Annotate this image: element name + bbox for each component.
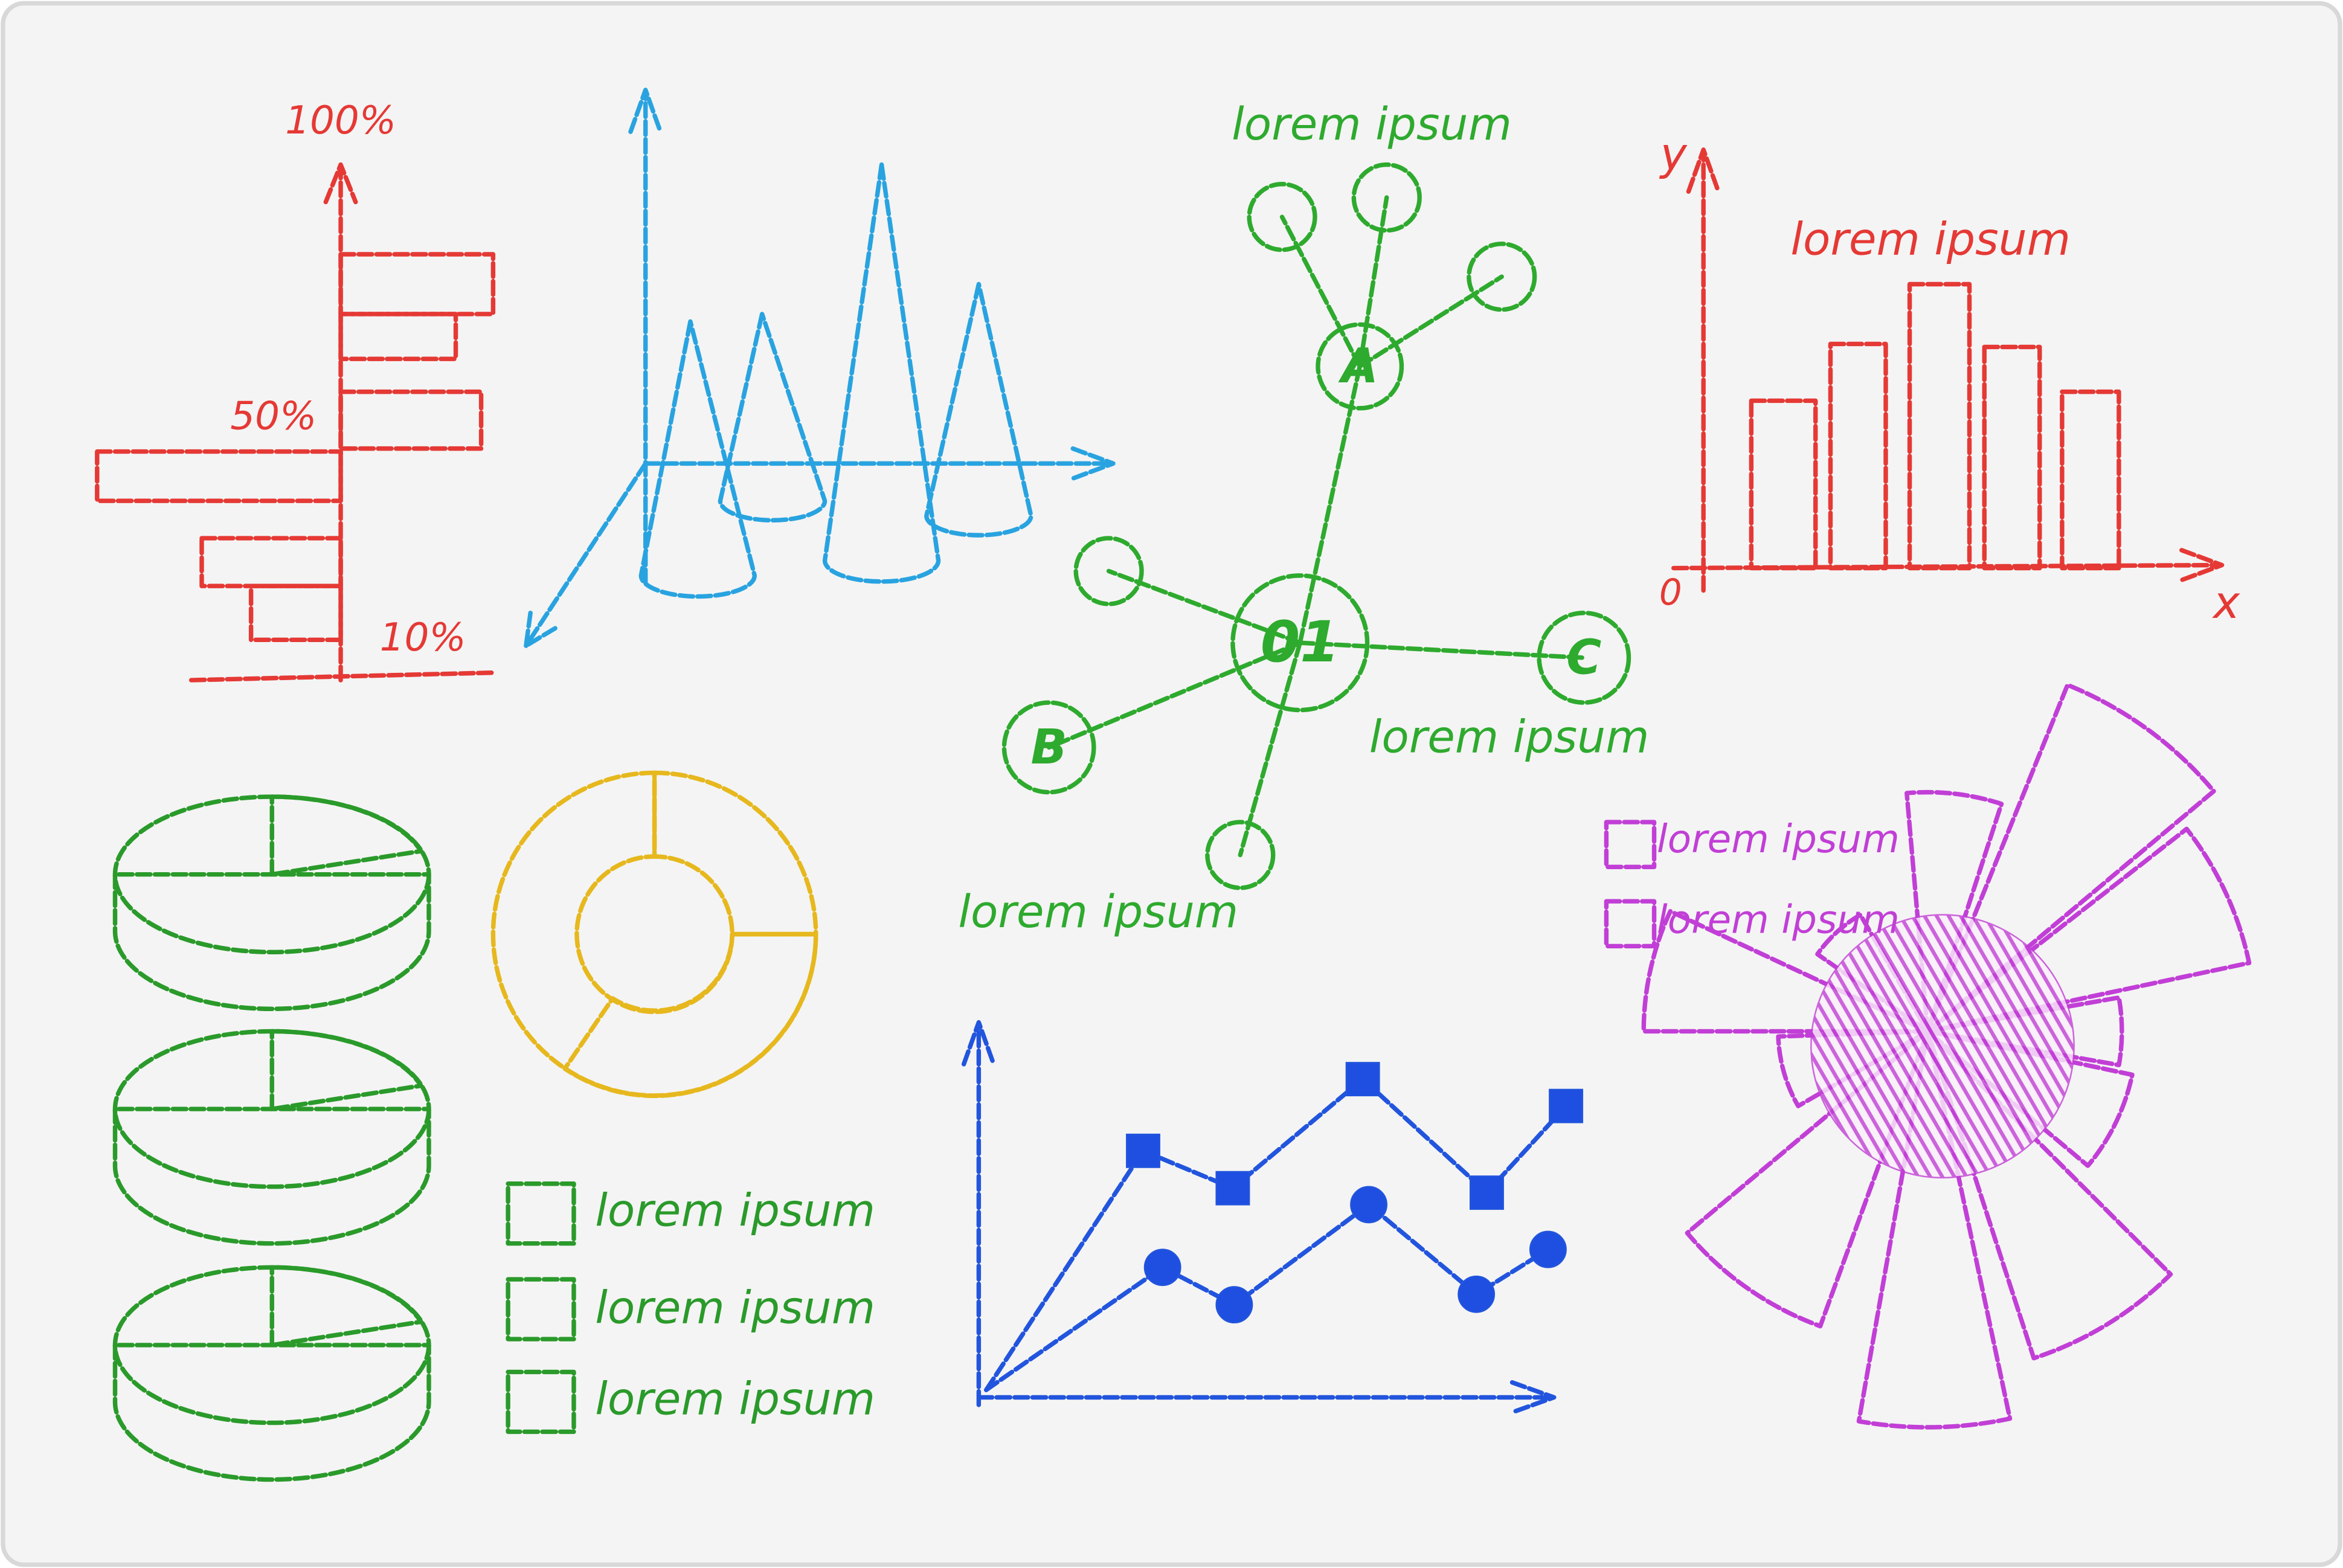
shape	[1143, 1248, 1181, 1287]
rose-wedge	[1925, 826, 2252, 1034]
shape	[1604, 820, 1657, 870]
rose-wedge	[1776, 1029, 1930, 1108]
shape	[1537, 611, 1631, 705]
axis-label: y	[1659, 128, 1688, 181]
pie-slice	[269, 794, 423, 877]
shape	[924, 281, 1033, 538]
rose-wedge	[1925, 683, 2216, 1034]
pie-side	[112, 872, 431, 1011]
shape	[562, 931, 818, 1098]
caption: lorem ipsum	[1369, 711, 1650, 763]
rose-wedge	[1925, 995, 2124, 1067]
shape	[1350, 1186, 1387, 1224]
shape	[1467, 241, 1537, 312]
axis-label: 100%	[285, 98, 396, 143]
axis-label: 10%	[380, 615, 466, 660]
pie-charts	[112, 794, 431, 1482]
rose-inner	[1810, 914, 2075, 1179]
rose-wedge	[1925, 1029, 2173, 1361]
shape	[1215, 1171, 1250, 1206]
shape	[524, 88, 1116, 648]
shape	[961, 1020, 1557, 1415]
rose-wedge	[1904, 789, 2004, 1034]
shape	[506, 1181, 576, 1246]
shape	[1671, 147, 2225, 593]
shape	[1351, 162, 1422, 233]
shape	[1247, 182, 1317, 252]
shape	[822, 162, 941, 584]
shape	[1205, 820, 1276, 890]
shape	[2060, 389, 2121, 571]
rose-legend	[1604, 820, 1657, 949]
legend-label: lorem ipsum	[595, 1184, 875, 1237]
axis-label: x	[2212, 576, 2240, 629]
pie-side	[112, 1343, 431, 1482]
shape	[1529, 1230, 1567, 1268]
shape	[1073, 536, 1144, 606]
pie-slice	[269, 1265, 423, 1348]
axis-label: 50%	[230, 394, 317, 439]
pie-side	[112, 1107, 431, 1246]
cone-chart	[524, 88, 1116, 648]
legend-label: lorem ipsum	[595, 1372, 875, 1425]
shape	[248, 583, 343, 642]
node-label: C	[1566, 629, 1601, 685]
node-label: B	[1030, 719, 1067, 775]
column-chart	[1671, 147, 2225, 593]
network-title: lorem ipsum	[1232, 98, 1512, 150]
shape	[1126, 1062, 1584, 1324]
shape	[638, 319, 757, 599]
shape	[1046, 195, 1586, 858]
shape	[506, 1369, 576, 1435]
rose-wedge	[1925, 1029, 2135, 1168]
shape	[1001, 700, 1096, 795]
bar-chart	[95, 162, 496, 683]
shape	[1604, 899, 1657, 949]
shape	[1458, 1275, 1496, 1313]
shape	[95, 449, 343, 503]
shape	[1230, 573, 1370, 713]
legend-label: lorem ipsum	[1657, 817, 1900, 862]
shape	[1215, 1286, 1253, 1324]
legend-label: lorem ipsum	[595, 1282, 875, 1334]
shape	[718, 312, 828, 523]
shape	[1316, 322, 1404, 411]
pie-legend	[506, 1181, 576, 1435]
shape	[1126, 1133, 1160, 1168]
shape	[506, 1277, 576, 1341]
network-diagram	[1001, 162, 1631, 890]
line-chart	[961, 1020, 1584, 1415]
shape	[1907, 281, 1972, 571]
chart-title: lorem ipsum	[1790, 213, 2071, 266]
rose-wedge	[1641, 909, 1930, 1034]
axis-label: 0	[1659, 572, 1682, 614]
rose-wedge	[1685, 1029, 1930, 1329]
rose-wedge	[1815, 912, 1930, 1034]
shape	[338, 312, 458, 361]
pie-slice	[269, 1029, 423, 1111]
node-label: A	[1338, 338, 1378, 394]
caption: lorem ipsum	[958, 885, 1238, 938]
rose-wedge	[1856, 1029, 2013, 1430]
shape	[652, 770, 818, 937]
node-label: 01	[1261, 609, 1340, 675]
rose-chart	[1641, 683, 2252, 1430]
shape	[1549, 1088, 1584, 1123]
shape	[1749, 398, 1818, 571]
shape	[1470, 1175, 1504, 1210]
shape	[1982, 344, 2042, 571]
legend-label: lorem ipsum	[1657, 897, 1900, 942]
shape	[338, 389, 484, 451]
donut-chart	[490, 770, 818, 1098]
shape	[1345, 1062, 1380, 1097]
shape	[1828, 341, 1888, 571]
